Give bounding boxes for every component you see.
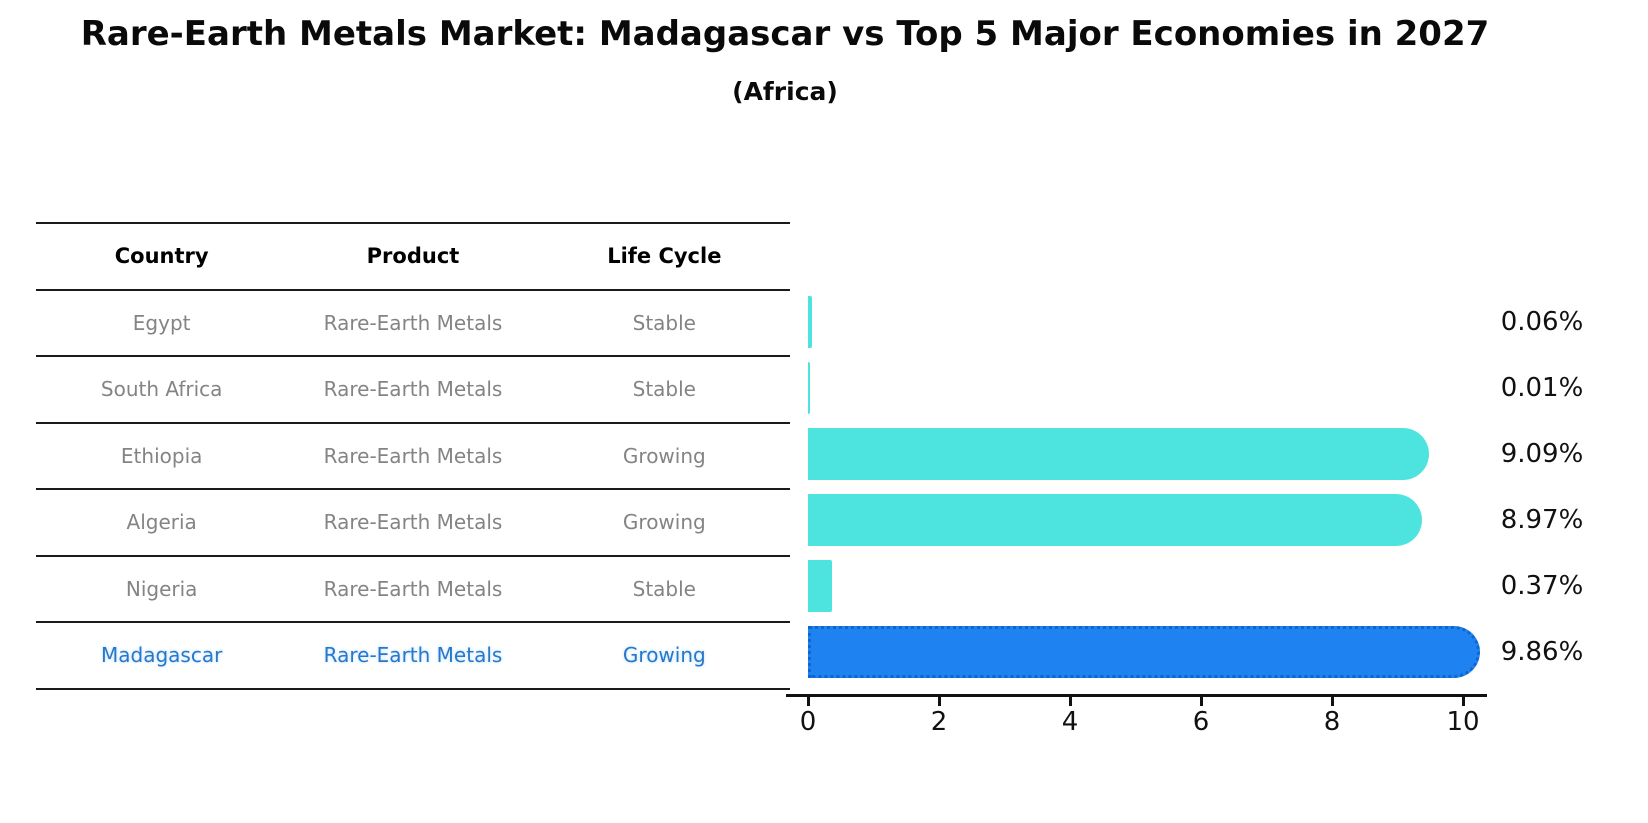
table-cell-lifecycle: Growing (622, 510, 706, 535)
bar-value-label: 8.97% (1500, 505, 1584, 535)
table-cell-country: Egypt (132, 310, 191, 335)
table-body: Egypt Rare-Earth Metals Stable South Afr… (36, 291, 790, 690)
x-tick (1068, 697, 1072, 706)
bar-value-label: 0.06% (1500, 307, 1584, 337)
table-cell-product: Rare-Earth Metals (323, 643, 503, 668)
x-tick-label: 4 (1061, 707, 1079, 737)
bar-value-label: 9.09% (1500, 439, 1584, 469)
column-header-country: Country (114, 244, 209, 269)
x-tick (1330, 697, 1334, 706)
table-cell-country: South Africa (100, 377, 223, 402)
x-tick-label: 10 (1446, 707, 1480, 737)
bar-value-label: 0.37% (1500, 571, 1584, 601)
column-header-product: Product (366, 244, 460, 269)
x-tick-label: 6 (1192, 707, 1210, 737)
table-cell-lifecycle: Stable (632, 576, 696, 601)
table-cell-lifecycle: Stable (632, 377, 696, 402)
bar-value-label: 0.01% (1500, 373, 1584, 403)
table-cell-country: Algeria (126, 510, 197, 535)
table-cell-country: Ethiopia (120, 443, 203, 468)
bar-algeria (808, 494, 1422, 546)
page-title: Rare-Earth Metals Market: Madagascar vs … (80, 14, 1490, 54)
column-header-lifecycle: Life Cycle (607, 244, 722, 269)
x-tick-label: 0 (799, 707, 817, 737)
table-row: South Africa Rare-Earth Metals Stable (36, 357, 790, 424)
table-cell-lifecycle: Stable (632, 310, 696, 335)
table-cell-lifecycle: Growing (622, 443, 706, 468)
x-tick (937, 697, 941, 706)
table-row: Algeria Rare-Earth Metals Growing (36, 490, 790, 557)
table-cell-country: Nigeria (125, 576, 198, 601)
table-cell-lifecycle: Growing (622, 643, 706, 668)
table-row: Nigeria Rare-Earth Metals Stable (36, 557, 790, 623)
x-tick (1199, 697, 1203, 706)
table-header-row: Country Product Life Cycle (36, 224, 790, 291)
table-row: Egypt Rare-Earth Metals Stable (36, 291, 790, 357)
x-tick (1461, 697, 1465, 706)
x-axis-line (786, 694, 1487, 697)
data-table: Country Product Life Cycle Egypt Rare-Ea… (36, 222, 790, 690)
table-cell-product: Rare-Earth Metals (323, 377, 503, 402)
table-row: Madagascar Rare-Earth Metals Growing (36, 623, 790, 690)
x-tick-label: 8 (1323, 707, 1341, 737)
table-row: Ethiopia Rare-Earth Metals Growing (36, 424, 790, 490)
table-cell-country: Madagascar (101, 643, 223, 668)
table-cell-product: Rare-Earth Metals (323, 443, 503, 468)
bar-nigeria (808, 560, 833, 612)
bar-madagascar (808, 626, 1480, 678)
bar-ethiopia (808, 428, 1430, 480)
table-cell-product: Rare-Earth Metals (323, 310, 503, 335)
x-tick (806, 697, 810, 706)
bar-value-label: 9.86% (1500, 637, 1584, 667)
bar-egypt (808, 296, 812, 348)
bar-south-africa (808, 362, 810, 414)
table-cell-product: Rare-Earth Metals (323, 576, 503, 601)
table-cell-product: Rare-Earth Metals (323, 510, 503, 535)
x-tick-label: 2 (930, 707, 948, 737)
page-subtitle: (Africa) (732, 77, 838, 106)
